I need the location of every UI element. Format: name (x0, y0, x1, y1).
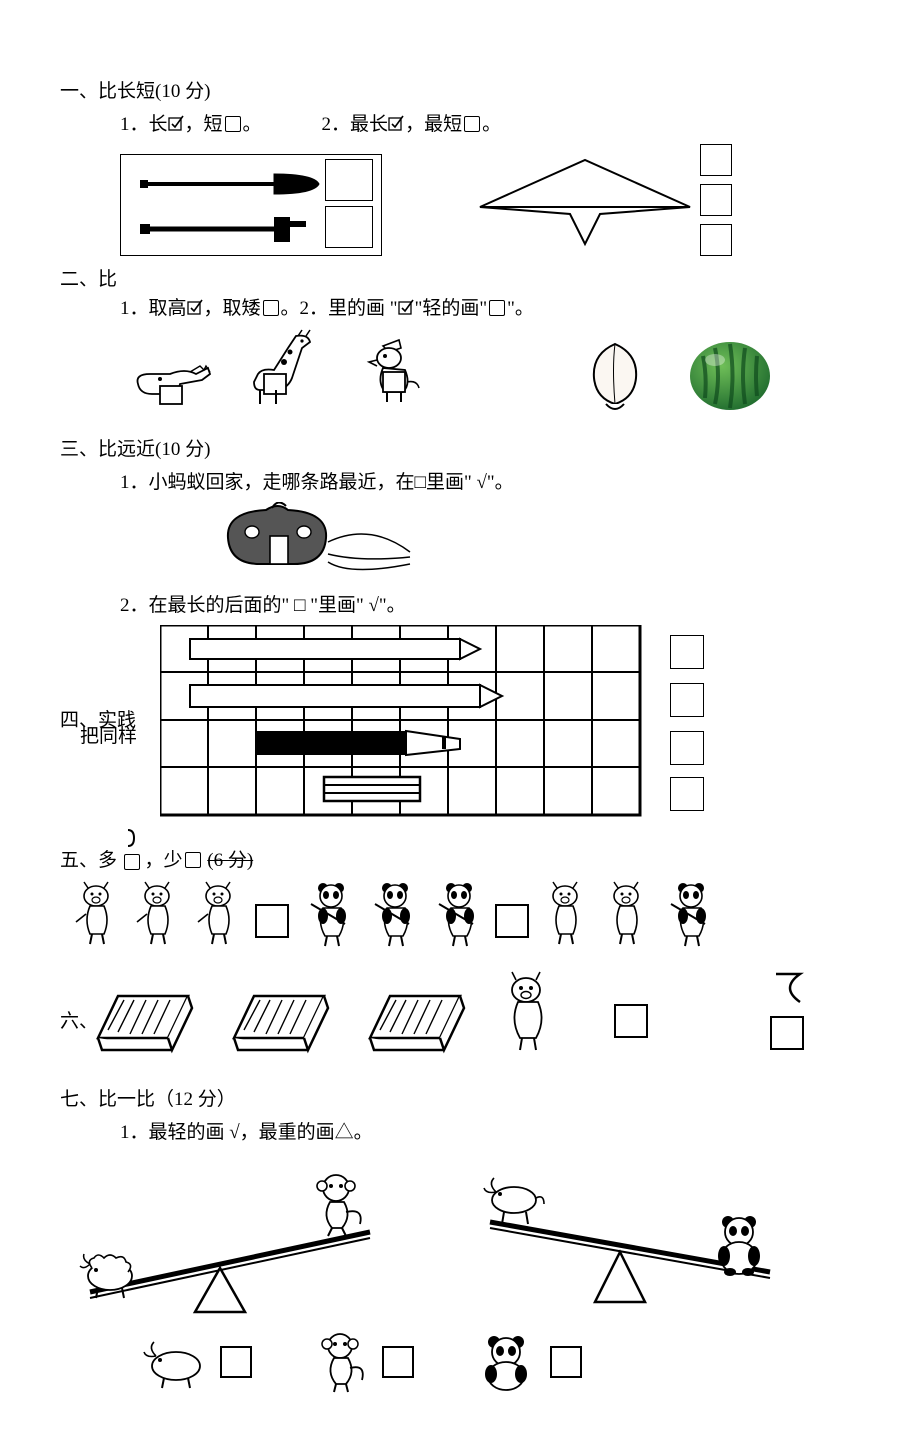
hammer-icon (134, 209, 334, 249)
check-with-tick-icon (398, 299, 415, 316)
section-1-title: 一、比长短(10 分) (60, 76, 870, 103)
pig-char-icon (131, 880, 186, 950)
answer-box (495, 904, 529, 938)
check-with-tick-icon (187, 299, 204, 316)
wood-log-icon (362, 968, 472, 1058)
pig-char-icon (192, 880, 247, 950)
bracket-icon (770, 968, 810, 1008)
fig-seesaws (60, 1152, 870, 1322)
s1-q2-a: 2．最长 (322, 114, 389, 135)
panda-char-icon (365, 880, 423, 950)
s2-e: "轻的画" (415, 298, 488, 319)
answer-box (220, 1346, 252, 1378)
wood-log-icon (226, 968, 336, 1058)
piglet-icon (355, 336, 435, 416)
blank-box-icon (124, 854, 140, 870)
grid-pencils-icon (160, 625, 660, 825)
s1-q2-b: ，最短 (405, 114, 462, 135)
s1-q1-a: 1．长 (120, 114, 168, 135)
section-2-line: 1．取高 ，取矮。2．里的画 " "轻的画" "。 (120, 293, 870, 320)
s2-c: 。2．里的画 (281, 298, 386, 319)
s5-b: ，少 (145, 850, 183, 871)
fig-answer-row (140, 1330, 870, 1400)
blank-box-icon (185, 852, 201, 868)
s1-q1-c: 。 (243, 114, 262, 135)
s2-f: "。 (507, 298, 534, 319)
fig-logs (90, 968, 870, 1068)
watermelon-icon (685, 336, 775, 416)
pig-char-icon (600, 880, 655, 950)
fig-height-weight (120, 328, 870, 418)
s3-q2: 2．在最长的后面的" □ "里画" √"。 (120, 590, 870, 617)
seesaw-right-icon (460, 1152, 820, 1322)
shovel-icon (134, 164, 334, 204)
blank-box-icon (464, 116, 480, 132)
crocodile-icon (130, 346, 220, 416)
fig-ant-paths (120, 502, 870, 582)
check-with-tick-icon (388, 115, 405, 132)
panda-char-icon (301, 880, 359, 950)
answer-box (255, 904, 289, 938)
peach-icon (580, 338, 650, 418)
answer-box (770, 1016, 804, 1050)
pig-char-icon (539, 880, 594, 950)
s5-a: 五、多 (60, 850, 117, 871)
s5-c: (6 分) (207, 850, 253, 871)
panda-icon (474, 1332, 540, 1392)
s2-b: ，取矮 (204, 298, 261, 319)
answer-box (382, 1346, 414, 1378)
answer-box (614, 1004, 648, 1038)
pig-char-icon (498, 968, 558, 1058)
section-2-title: 二、比 (60, 269, 117, 290)
s2-a: 1．取高 (120, 298, 187, 319)
blank-box-icon (489, 300, 505, 316)
s7-q1: 1．最轻的画 √，最重的画△。 (120, 1117, 870, 1144)
goat-icon (140, 1334, 210, 1390)
blank-box-icon (225, 116, 241, 132)
section-1-questions: 1．长 ，短。 2．最长 ，最短。 (120, 109, 870, 136)
answer-box (550, 1346, 582, 1378)
apple-house-icon (200, 502, 460, 582)
section-7-title: 七、比一比（12 分） (60, 1084, 870, 1111)
fig-pigs-pandas (70, 880, 870, 960)
s1-q1-b: ，短 (185, 114, 223, 135)
fold-shape-icon (470, 152, 700, 262)
section-5-title: 五、多 ，少 (6 分) (60, 845, 870, 872)
s3-q1: 1．小蚂蚁回家，走哪条路最近，在□里画" √"。 (120, 467, 870, 494)
panda-char-icon (429, 880, 487, 950)
monkey-icon (312, 1330, 372, 1394)
giraffe-icon (240, 328, 330, 418)
blank-box-icon (263, 300, 279, 316)
wood-log-icon (90, 968, 200, 1058)
section-3-title: 三、比远近(10 分) (60, 434, 870, 461)
s1-q2-c: 。 (482, 114, 501, 135)
pig-char-icon (70, 880, 125, 950)
s2-d: " (390, 298, 398, 319)
fig-pencil-grid (120, 625, 870, 825)
seesaw-left-icon (60, 1152, 420, 1322)
panda-char-icon (661, 880, 719, 950)
check-with-tick-icon (168, 115, 185, 132)
fig-length-compare (120, 144, 870, 264)
